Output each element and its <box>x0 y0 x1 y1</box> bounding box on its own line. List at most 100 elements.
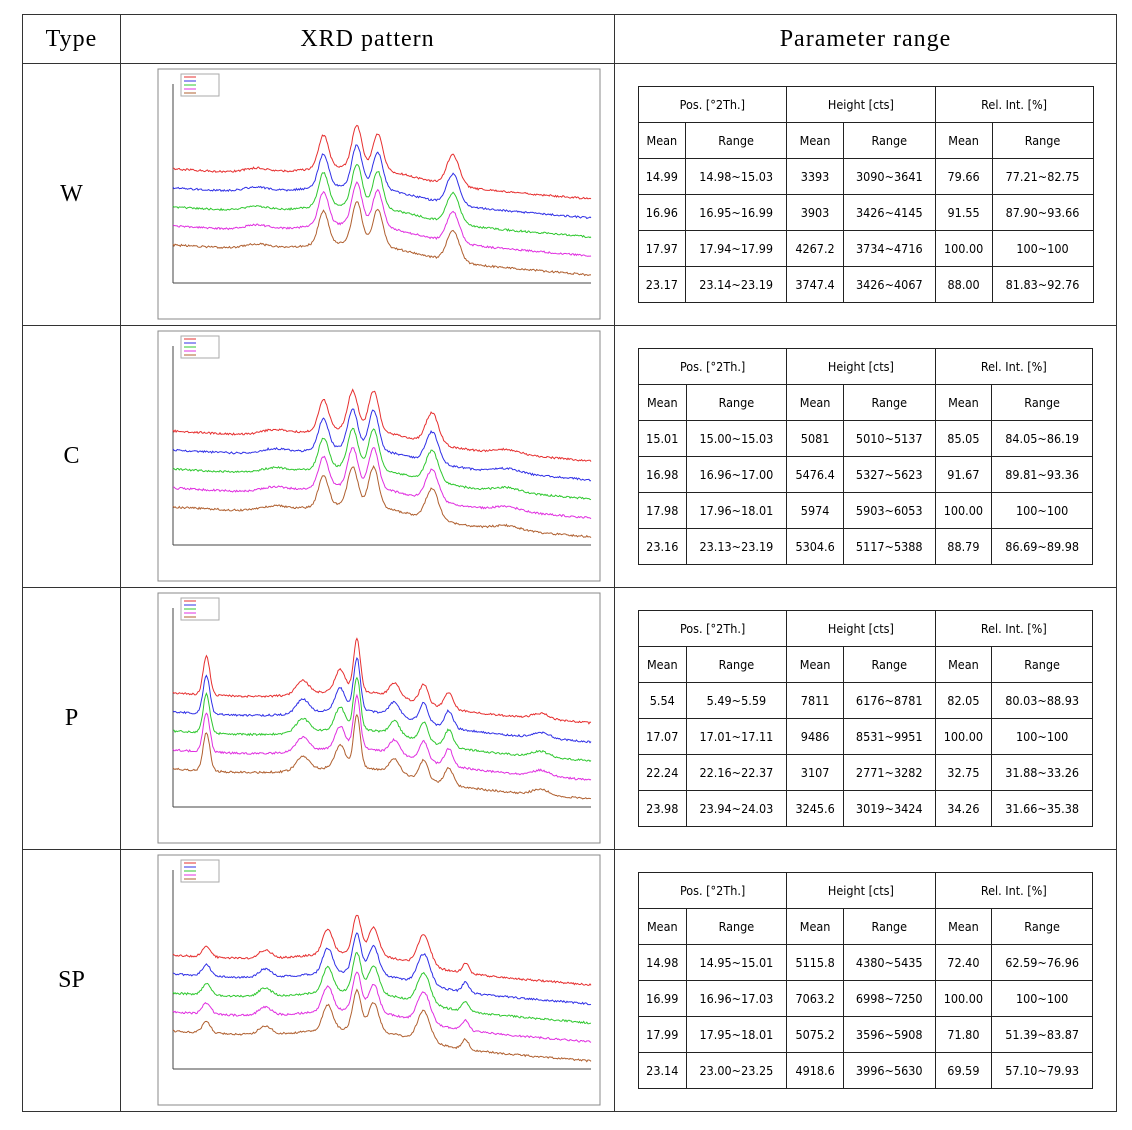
pattern-curve <box>172 693 592 781</box>
data-cell: 3426~4145 <box>842 194 936 231</box>
data-cell: 14.99 <box>637 158 687 195</box>
data-cell: 14.98 <box>638 944 687 981</box>
data-cell: 22.16~22.37 <box>685 754 788 791</box>
data-cell: 4380~5435 <box>842 944 936 981</box>
subheader: Range <box>842 384 936 421</box>
data-cell: 32.75 <box>934 754 993 791</box>
data-cell: 100.00 <box>934 230 993 267</box>
data-cell: 62.59~76.96 <box>991 944 1093 981</box>
subheader-row: Mean Range Mean Range Mean Range <box>638 384 1093 421</box>
table-body: W Pos. [°2Th.] Height [cts] Rel. Int. [%] Me… <box>22 63 1117 1112</box>
data-cell: 5974 <box>786 492 844 529</box>
xrd-pattern <box>157 854 601 1106</box>
data-cell: 17.98 <box>638 492 687 529</box>
data-cell: 57.10~79.93 <box>991 1052 1093 1089</box>
data-row: 16.98 16.96~17.00 5476.4 5327~5623 91.67 89.8… <box>638 456 1093 493</box>
data-cell: 6176~8781 <box>842 682 936 719</box>
subheader: Mean <box>638 646 687 683</box>
group-header: Pos. [°2Th.] <box>637 872 788 909</box>
subheader: Range <box>842 646 936 683</box>
param-cell: Pos. [°2Th.] Height [cts] Rel. Int. [%] Mea… <box>614 63 1117 326</box>
group-header: Height [cts] <box>786 872 936 909</box>
data-row: 14.98 14.95~15.01 5115.8 4380~5435 72.40 62.5… <box>638 944 1093 981</box>
data-cell: 4267.2 <box>786 230 844 267</box>
data-cell: 69.59 <box>934 1052 993 1089</box>
xrd-cell <box>120 587 615 850</box>
legend-box <box>180 859 220 883</box>
subheader: Range <box>991 646 1093 683</box>
pattern-curve <box>172 637 592 725</box>
pattern-curve <box>172 163 592 239</box>
data-cell: 77.21~82.75 <box>991 158 1094 195</box>
subheader: Range <box>991 122 1094 159</box>
data-cell: 23.17 <box>637 266 687 303</box>
data-cell: 16.95~16.99 <box>685 194 788 231</box>
legend-box <box>180 335 220 359</box>
plot-frame <box>157 330 601 582</box>
data-cell: 79.66 <box>934 158 993 195</box>
subheader: Mean <box>638 384 687 421</box>
subheader: Range <box>685 384 788 421</box>
pattern-curve <box>172 465 592 539</box>
data-cell: 88.00 <box>934 266 993 303</box>
pattern-curve <box>172 144 592 220</box>
data-cell: 5327~5623 <box>842 456 936 493</box>
group-header: Rel. Int. [%] <box>934 610 1094 647</box>
data-cell: 22.24 <box>638 754 687 791</box>
data-cell: 3903 <box>786 194 844 231</box>
data-row: 23.16 23.13~23.19 5304.6 5117~5388 88.79 86.6… <box>638 528 1093 565</box>
data-row: 17.97 17.94~17.99 4267.2 3734~4716 100.00 100… <box>637 230 1094 267</box>
subheader: Range <box>685 122 788 159</box>
data-cell: 23.13~23.19 <box>685 528 788 565</box>
data-cell: 3393 <box>786 158 844 195</box>
main-table: Type XRD pattern Parameter range W Pos. [… <box>22 14 1117 1112</box>
pattern-curve <box>172 914 592 986</box>
data-cell: 23.98 <box>638 790 687 827</box>
pattern-curve <box>172 427 592 501</box>
data-cell: 14.98~15.03 <box>685 158 788 195</box>
table-row: W Pos. [°2Th.] Height [cts] Rel. Int. [%] Me… <box>22 63 1117 326</box>
subheader: Mean <box>638 908 687 945</box>
data-cell: 5903~6053 <box>842 492 936 529</box>
data-cell: 17.94~17.99 <box>685 230 788 267</box>
table-row: C Pos. [°2Th.] Height [cts] Rel. Int. [%] Me… <box>22 325 1117 588</box>
subheader: Range <box>685 908 788 945</box>
data-cell: 9486 <box>786 718 844 755</box>
subheader: Range <box>991 908 1093 945</box>
data-cell: 100~100 <box>991 492 1093 529</box>
data-cell: 16.99 <box>638 980 687 1017</box>
xrd-pattern <box>157 592 601 844</box>
data-cell: 100.00 <box>934 980 993 1017</box>
header-cell: Type <box>22 14 121 64</box>
data-cell: 100~100 <box>991 980 1093 1017</box>
plot-frame <box>157 854 601 1106</box>
data-cell: 31.66~35.38 <box>991 790 1093 827</box>
data-cell: 17.96~18.01 <box>685 492 788 529</box>
pattern-curve <box>172 201 592 277</box>
data-cell: 91.67 <box>934 456 993 493</box>
data-cell: 16.96~17.00 <box>685 456 788 493</box>
data-cell: 3734~4716 <box>842 230 936 267</box>
data-row: 23.17 23.14~23.19 3747.4 3426~4067 88.00 81.8… <box>637 266 1094 303</box>
data-cell: 71.80 <box>934 1016 993 1053</box>
data-cell: 23.94~24.03 <box>685 790 788 827</box>
data-cell: 6998~7250 <box>842 980 936 1017</box>
plot-frame <box>157 68 601 320</box>
data-cell: 86.69~89.98 <box>991 528 1093 565</box>
subheader: Mean <box>934 384 993 421</box>
legend-box <box>180 73 220 97</box>
data-row: 23.98 23.94~24.03 3245.6 3019~3424 34.26 31.6… <box>638 790 1093 827</box>
subheader: Range <box>842 122 936 159</box>
plot-frame <box>157 592 601 844</box>
data-cell: 3596~5908 <box>842 1016 936 1053</box>
pattern-curve <box>172 713 592 800</box>
data-cell: 5117~5388 <box>842 528 936 565</box>
data-cell: 3747.4 <box>786 266 844 303</box>
data-cell: 5075.2 <box>786 1016 844 1053</box>
data-cell: 5081 <box>786 420 844 457</box>
data-cell: 16.96 <box>637 194 687 231</box>
data-row: 23.14 23.00~23.25 4918.6 3996~5630 69.59 57.1… <box>638 1052 1093 1089</box>
data-cell: 100~100 <box>991 230 1094 267</box>
group-row: Pos. [°2Th.] Height [cts] Rel. Int. [%] <box>637 872 1094 909</box>
group-header: Pos. [°2Th.] <box>637 348 788 385</box>
